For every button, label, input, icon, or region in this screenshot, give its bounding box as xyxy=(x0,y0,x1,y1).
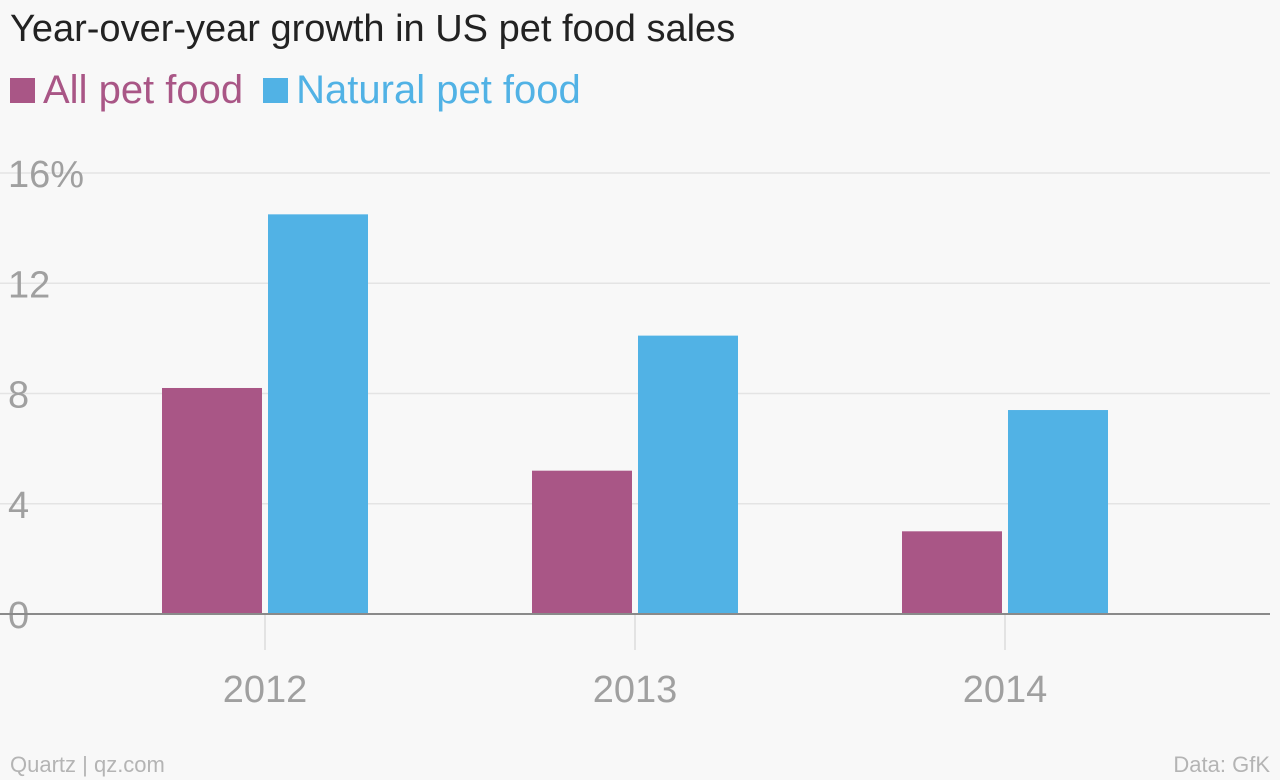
y-tick-label: 8 xyxy=(8,375,29,417)
source-credit: Quartz | qz.com xyxy=(10,752,165,777)
x-tick-label: 2012 xyxy=(223,669,308,711)
legend: All pet food Natural pet food xyxy=(10,68,601,113)
bar-all-pet-food-2014 xyxy=(902,531,1002,614)
legend-swatch-natural-pet-food xyxy=(263,78,289,103)
bar-all-pet-food-2012 xyxy=(162,387,262,614)
chart-title: Year-over-year growth in US pet food sal… xyxy=(10,8,736,50)
bar-natural-pet-food-2014 xyxy=(1008,410,1108,614)
legend-label-natural-pet-food: Natural pet food xyxy=(296,68,581,112)
data-source: Data: GfK xyxy=(1173,752,1270,777)
y-tick-label: 12 xyxy=(8,264,50,306)
legend-item-all-pet-food: All pet food xyxy=(10,68,243,113)
legend-label-all-pet-food: All pet food xyxy=(43,68,244,112)
y-tick-label: 0 xyxy=(8,595,29,637)
x-tick-label: 2013 xyxy=(593,669,678,711)
legend-swatch-all-pet-food xyxy=(10,78,35,103)
bar-all-pet-food-2013 xyxy=(532,470,632,614)
y-tick-label: 4 xyxy=(8,485,29,527)
x-tick-label: 2014 xyxy=(963,669,1048,711)
bar-natural-pet-food-2012 xyxy=(268,214,368,614)
bar-natural-pet-food-2013 xyxy=(638,335,738,614)
legend-item-natural-pet-food: Natural pet food xyxy=(263,68,581,113)
y-tick-label: 16% xyxy=(8,154,84,196)
